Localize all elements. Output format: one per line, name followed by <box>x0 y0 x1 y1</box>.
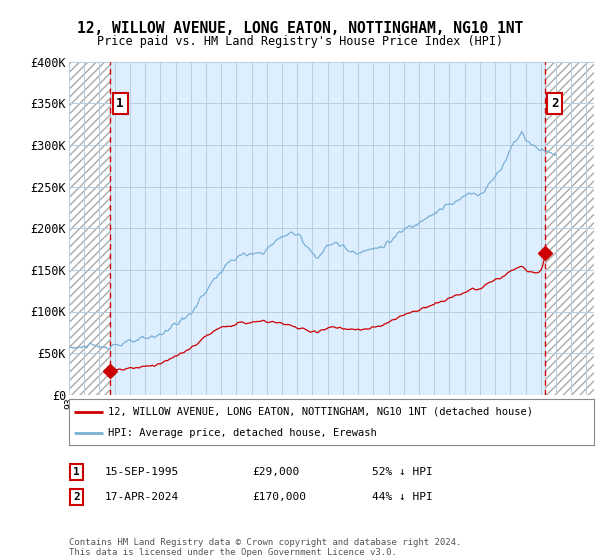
Text: £170,000: £170,000 <box>252 492 306 502</box>
Text: 2: 2 <box>73 492 80 502</box>
Text: Price paid vs. HM Land Registry's House Price Index (HPI): Price paid vs. HM Land Registry's House … <box>97 35 503 48</box>
Text: 2: 2 <box>551 97 559 110</box>
Text: 12, WILLOW AVENUE, LONG EATON, NOTTINGHAM, NG10 1NT: 12, WILLOW AVENUE, LONG EATON, NOTTINGHA… <box>77 21 523 36</box>
Text: 17-APR-2024: 17-APR-2024 <box>105 492 179 502</box>
Bar <box>69 62 110 395</box>
Text: HPI: Average price, detached house, Erewash: HPI: Average price, detached house, Erew… <box>109 428 377 438</box>
Text: 44% ↓ HPI: 44% ↓ HPI <box>372 492 433 502</box>
Text: 15-SEP-1995: 15-SEP-1995 <box>105 467 179 477</box>
Bar <box>545 62 594 395</box>
Text: 1: 1 <box>116 97 124 110</box>
Bar <box>545 62 594 395</box>
Text: 12, WILLOW AVENUE, LONG EATON, NOTTINGHAM, NG10 1NT (detached house): 12, WILLOW AVENUE, LONG EATON, NOTTINGHA… <box>109 407 533 417</box>
Text: Contains HM Land Registry data © Crown copyright and database right 2024.
This d: Contains HM Land Registry data © Crown c… <box>69 538 461 557</box>
Text: 52% ↓ HPI: 52% ↓ HPI <box>372 467 433 477</box>
Text: 1: 1 <box>73 467 80 477</box>
Bar <box>69 62 110 395</box>
Text: £29,000: £29,000 <box>252 467 299 477</box>
